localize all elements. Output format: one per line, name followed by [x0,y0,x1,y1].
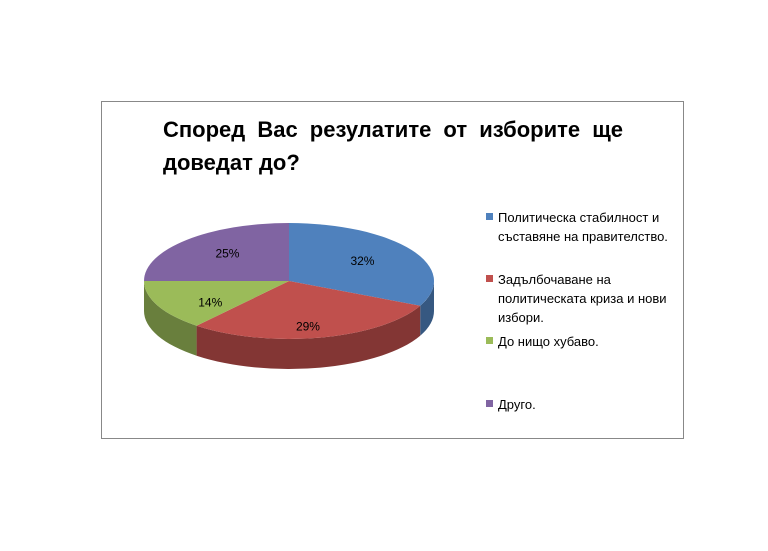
legend-entry: Политическа стабилност и съставяне на пр… [486,208,688,246]
legend-swatch [486,337,493,344]
legend-entry: Задълбочаване на политическата криза и н… [486,270,688,327]
legend-label: Задълбочаване на политическата криза и н… [498,272,667,325]
data-label: 29% [296,320,320,334]
pie-slice-side [144,281,197,356]
pie-slice-side [196,305,421,369]
pie-slice [289,223,434,306]
pie-slice [144,281,289,326]
legend-swatch [486,213,493,220]
legend-label: Друго. [498,397,536,412]
legend-label: Политическа стабилност и съставяне на пр… [498,210,668,244]
legend-entry: Друго. [486,395,688,414]
pie-slice [196,281,421,339]
legend-entry: До нищо хубаво. [486,332,688,351]
data-label: 32% [350,254,374,268]
data-label: 14% [198,296,222,310]
chart-title: Според Вас резулатите от изборите ще дов… [163,117,623,175]
legend-swatch [486,275,493,282]
pie-slice [144,223,289,281]
chart-frame [101,101,684,439]
pie-slice-side [420,281,434,336]
data-label: 25% [215,246,239,260]
legend-swatch [486,400,493,407]
legend-label: До нищо хубаво. [498,334,599,349]
